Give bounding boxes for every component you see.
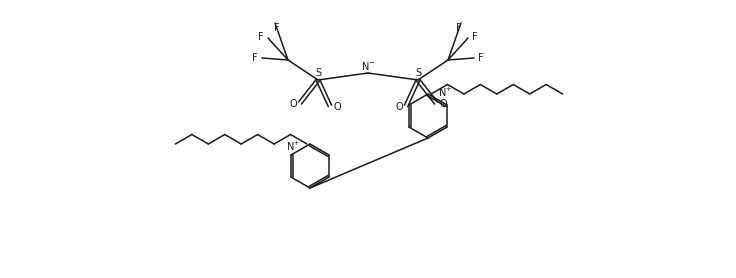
Text: F: F — [473, 32, 478, 42]
Text: N$^{+}$: N$^{+}$ — [286, 140, 300, 153]
Text: F: F — [258, 32, 263, 42]
Text: N$^{-}$: N$^{-}$ — [361, 60, 375, 72]
Text: S: S — [415, 68, 421, 78]
Text: O: O — [439, 99, 447, 109]
Text: F: F — [275, 23, 280, 33]
Text: F: F — [478, 53, 484, 63]
Text: F: F — [252, 53, 258, 63]
Text: F: F — [456, 23, 461, 33]
Text: S: S — [315, 68, 321, 78]
Text: O: O — [333, 102, 341, 112]
Text: O: O — [289, 99, 297, 109]
Text: N$^{+}$: N$^{+}$ — [438, 85, 452, 98]
Text: O: O — [395, 102, 403, 112]
